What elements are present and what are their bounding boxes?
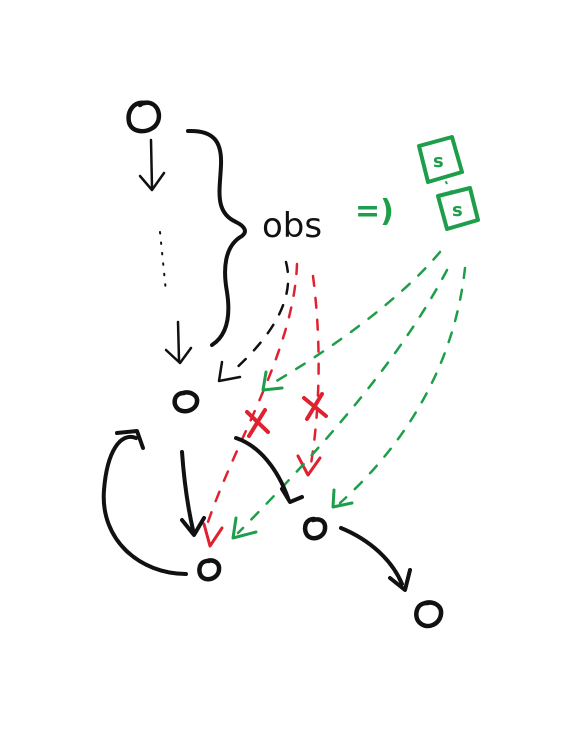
obs-label: obs [262,206,322,246]
current-to-branch-arrow [234,436,304,504]
obs-to-current-dashed-arrow [217,260,290,383]
green-dashed-to-current [261,250,442,392]
green-dashed-to-loop [231,268,449,540]
branch-node [302,516,328,541]
state-box-bottom: s [436,186,480,231]
current-to-loop-arrow [180,450,206,537]
end-node [414,600,444,629]
dotted-ellipsis [159,231,167,293]
mid-down-arrow [164,320,193,365]
current-node [172,390,200,414]
state-label-top: s [433,151,444,172]
branch-to-end-arrow [339,526,412,592]
state-box-top: s [417,135,464,184]
self-loop-arrow [101,429,188,576]
red-dashed-to-branch [296,274,322,477]
red-dashed-to-loop [202,262,299,548]
implies-symbol: =) [355,194,394,229]
loop-node [197,558,222,582]
red-x-marker-left [245,408,270,438]
red-x-marker-right [302,392,328,421]
state-label-bottom: s [452,200,463,221]
green-dashed-to-branch [331,266,467,509]
start-node [126,100,162,134]
state-connector [445,181,453,194]
start-down-arrow [138,138,166,192]
curly-brace [186,128,247,347]
